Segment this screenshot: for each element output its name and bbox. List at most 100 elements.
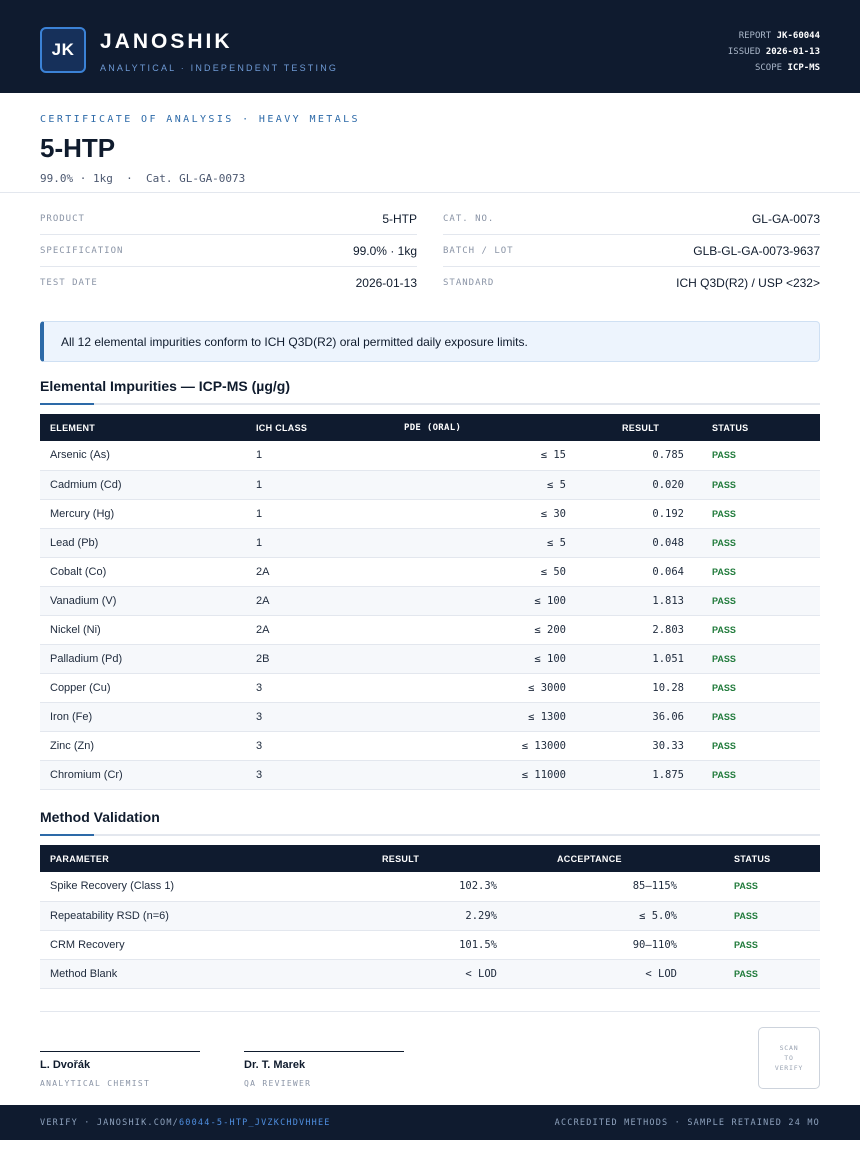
ich-class-cell: 1 xyxy=(246,499,352,529)
footer-right-text: ACCREDITED METHODS · SAMPLE RETAINED 24 … xyxy=(554,1117,820,1128)
result-cell: 30.33 xyxy=(576,731,694,761)
status-cell: PASS xyxy=(694,557,820,587)
pde-cell: ≤ 1300 xyxy=(352,702,576,732)
status-cell: PASS xyxy=(694,673,820,703)
status-cell: PASS xyxy=(694,470,820,500)
brand-tagline: ANALYTICAL · INDEPENDENT TESTING xyxy=(100,63,339,73)
info-value: GL-GA-0073 xyxy=(751,211,820,226)
validation-table-body: Spike Recovery (Class 1) 102.3% 85–115% PAS… xyxy=(40,872,820,989)
info-row-batch-lot: BATCH / LOT GLB-GL-GA-0073-9637 xyxy=(443,235,820,267)
element-cell: Cobalt (Co) xyxy=(40,557,246,587)
ich-class-cell: 2A xyxy=(246,557,352,587)
product-title: 5-HTP xyxy=(40,133,116,163)
info-label: TEST DATE xyxy=(40,278,98,288)
element-cell: Copper (Cu) xyxy=(40,673,246,703)
info-row-cat-no: CAT. NO. GL-GA-0073 xyxy=(443,203,820,235)
parameter-cell: CRM Recovery xyxy=(40,930,330,960)
qr-text: SCAN xyxy=(779,1044,799,1052)
verify-link[interactable]: 60044-5-HTP_JVZKCHDVHHEE xyxy=(178,1117,331,1128)
table-row: Chromium (Cr) 3 ≤ 11000 1.875 PASS xyxy=(40,760,820,790)
result-cell: 0.064 xyxy=(576,557,694,587)
status-cell: PASS xyxy=(687,901,820,931)
ich-class-cell: 1 xyxy=(246,528,352,558)
result-cell: 1.813 xyxy=(576,586,694,616)
qr-text: VERIFY xyxy=(774,1064,804,1072)
parameter-cell: Spike Recovery (Class 1) xyxy=(40,872,330,902)
pde-cell: ≤ 15 xyxy=(352,441,576,471)
qr-text: TO xyxy=(784,1054,794,1062)
info-label: STANDARD xyxy=(443,278,495,288)
column-header-status: STATUS xyxy=(712,422,749,433)
scope-line: SCOPE ICP-MS xyxy=(728,60,820,76)
verify-line: VERIFY · JANOSHIK.COM/60044-5-HTP_JVZKCH… xyxy=(40,1118,331,1128)
element-cell: Chromium (Cr) xyxy=(40,760,246,790)
divider xyxy=(0,192,860,193)
footer-bar: VERIFY · JANOSHIK.COM/60044-5-HTP_JVZKCH… xyxy=(0,1105,860,1140)
pde-cell: ≤ 13000 xyxy=(352,731,576,761)
report-meta: REPORT JK-60044 ISSUED 2026-01-13 SCOPE … xyxy=(728,28,820,76)
brand-name: JANOSHIK xyxy=(100,30,233,53)
column-header-acceptance: ACCEPTANCE xyxy=(557,853,622,864)
status-cell: PASS xyxy=(694,441,820,471)
status-cell: PASS xyxy=(687,872,820,902)
result-cell: < LOD xyxy=(330,959,507,989)
issued-line: ISSUED 2026-01-13 xyxy=(728,44,820,60)
issued-date: 2026-01-13 xyxy=(765,47,820,57)
ich-class-cell: 3 xyxy=(246,731,352,761)
table-row: Lead (Pb) 1 ≤ 5 0.048 PASS xyxy=(40,528,820,558)
info-column-left: PRODUCT 5-HTP SPECIFICATION 99.0% · 1kg … xyxy=(40,203,417,299)
info-row-test-date: TEST DATE 2026-01-13 xyxy=(40,267,417,299)
ich-class-cell: 2B xyxy=(246,644,352,674)
status-cell: PASS xyxy=(687,959,820,989)
acceptance-cell: 85–115% xyxy=(507,872,687,902)
acceptance-cell: < LOD xyxy=(507,959,687,989)
table-row: Iron (Fe) 3 ≤ 1300 36.06 PASS xyxy=(40,702,820,732)
table-row: Arsenic (As) 1 ≤ 15 0.785 PASS xyxy=(40,441,820,471)
result-cell: 2.29% xyxy=(330,901,507,931)
status-cell: PASS xyxy=(694,499,820,529)
result-cell: 10.28 xyxy=(576,673,694,703)
column-header-element: ELEMENT xyxy=(50,422,96,433)
result-cell: 1.875 xyxy=(576,760,694,790)
status-cell: PASS xyxy=(694,615,820,645)
ich-class-cell: 1 xyxy=(246,441,352,471)
signature-role: ANALYTICAL CHEMIST xyxy=(40,1079,151,1088)
element-cell: Nickel (Ni) xyxy=(40,615,246,645)
result-cell: 0.020 xyxy=(576,470,694,500)
pde-cell: ≤ 200 xyxy=(352,615,576,645)
pde-cell: ≤ 5 xyxy=(352,528,576,558)
ich-class-cell: 1 xyxy=(246,470,352,500)
signature-block: Dr. T. Marek QA REVIEWER xyxy=(244,1051,404,1088)
element-cell: Lead (Pb) xyxy=(40,528,246,558)
table-header-row: ELEMENT ICH CLASS PDE (ORAL) RESULT STAT… xyxy=(40,414,820,441)
table-row: Repeatability RSD (n=6) 2.29% ≤ 5.0% PASS xyxy=(40,901,820,931)
column-header-ich-class: ICH CLASS xyxy=(256,422,308,433)
product-subline: 99.0% · 1kg · Cat. GL-GA-0073 xyxy=(40,172,246,185)
info-value: GLB-GL-GA-0073-9637 xyxy=(693,243,820,258)
table-row: Mercury (Hg) 1 ≤ 30 0.192 PASS xyxy=(40,499,820,529)
status-cell: PASS xyxy=(694,528,820,558)
section-rule xyxy=(40,834,820,836)
pde-cell: ≤ 100 xyxy=(352,586,576,616)
ich-class-cell: 3 xyxy=(246,760,352,790)
status-cell: PASS xyxy=(694,586,820,616)
scan-to-verify-box[interactable]: SCAN TO VERIFY xyxy=(758,1027,820,1089)
info-value: 2026-01-13 xyxy=(355,276,417,290)
column-header-result: RESULT xyxy=(622,422,660,433)
result-cell: 1.051 xyxy=(576,644,694,674)
ich-class-cell: 2A xyxy=(246,615,352,645)
pde-cell: ≤ 100 xyxy=(352,644,576,674)
validation-table: PARAMETER RESULT ACCEPTANCE STATUS Spike… xyxy=(40,845,820,989)
table-row: CRM Recovery 101.5% 90–110% PASS xyxy=(40,930,820,960)
scope-label: SCOPE xyxy=(754,63,783,73)
scope-value: ICP-MS xyxy=(787,63,820,73)
result-cell: 36.06 xyxy=(576,702,694,732)
signature-divider xyxy=(40,1011,820,1012)
table-row: Copper (Cu) 3 ≤ 3000 10.28 PASS xyxy=(40,673,820,703)
info-label: CAT. NO. xyxy=(443,213,495,224)
status-cell: PASS xyxy=(694,731,820,761)
table-row: Spike Recovery (Class 1) 102.3% 85–115% PAS… xyxy=(40,872,820,902)
element-cell: Zinc (Zn) xyxy=(40,731,246,761)
table-row: Cobalt (Co) 2A ≤ 50 0.064 PASS xyxy=(40,557,820,587)
parameter-cell: Repeatability RSD (n=6) xyxy=(40,901,330,931)
